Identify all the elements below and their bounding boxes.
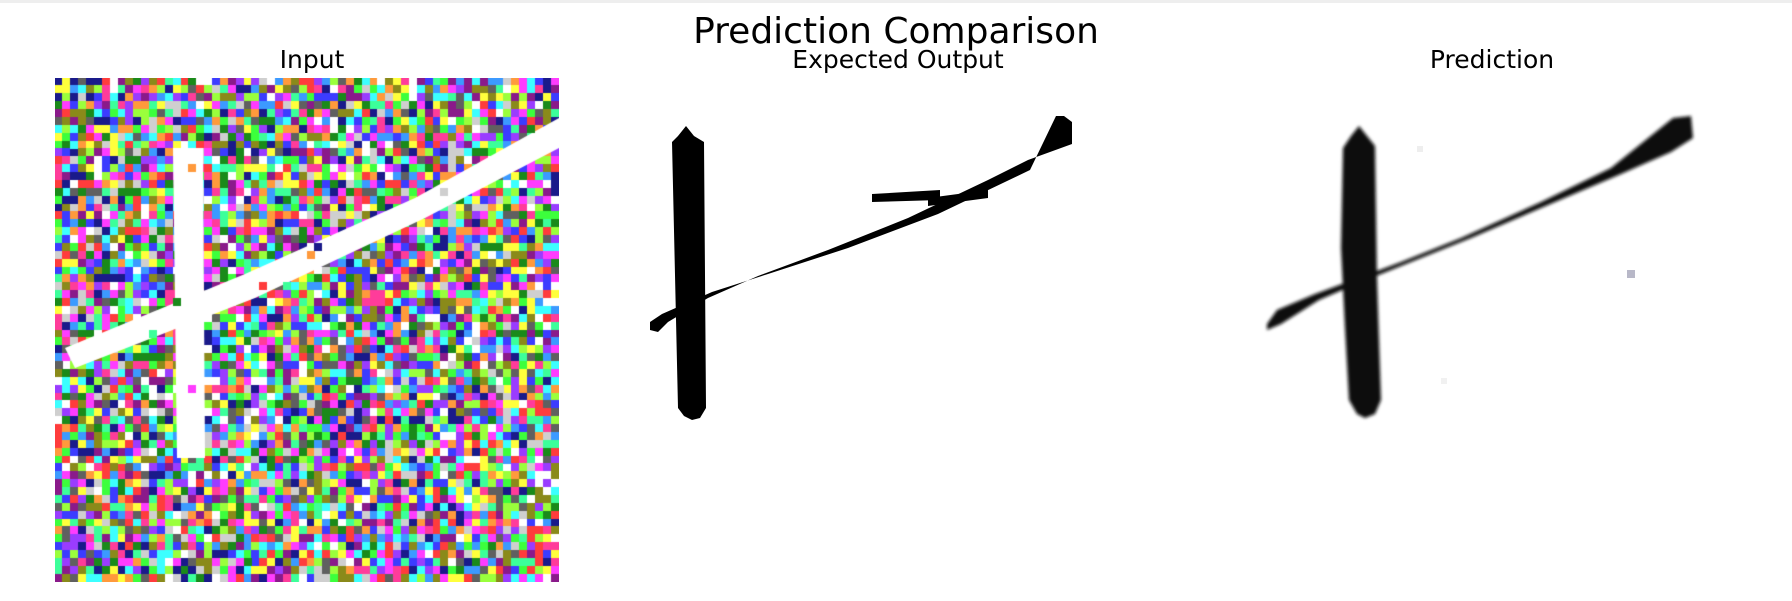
prediction-diagonal-stroke: [1267, 116, 1693, 330]
expected-small-dash: [872, 190, 940, 202]
top-divider: [0, 0, 1792, 3]
prediction-noise-speck: [1627, 270, 1635, 278]
expected-background: [648, 78, 1152, 582]
input-noise-canvas: [55, 78, 559, 582]
input-image: [55, 78, 559, 582]
figure-title: Prediction Comparison: [693, 11, 1099, 52]
prediction-noise-speck: [1441, 378, 1447, 384]
prediction-noise-speck: [1417, 146, 1423, 152]
prediction-drawing: [1241, 78, 1745, 582]
expected-diagonal-stroke: [650, 116, 1072, 332]
prediction-panel-title: Prediction: [1429, 45, 1555, 74]
expected-output-image: [648, 78, 1152, 582]
expected-output-drawing: [648, 78, 1152, 582]
input-panel-title: Input: [279, 45, 345, 74]
expected-output-panel-title: Expected Output: [792, 45, 1004, 74]
expected-small-dash-2: [928, 190, 988, 206]
prediction-vertical-stroke: [1341, 126, 1381, 418]
expected-vertical-stroke: [672, 126, 706, 420]
prediction-background: [1241, 78, 1745, 582]
prediction-image: [1241, 78, 1745, 582]
